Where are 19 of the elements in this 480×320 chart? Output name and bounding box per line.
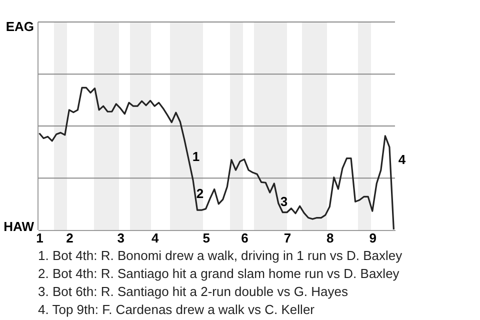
- x-tick-label: 4: [151, 230, 160, 246]
- text: 4: [398, 152, 406, 167]
- x-tick-label: 9: [369, 230, 376, 246]
- x-tick-label: 3: [117, 230, 125, 246]
- annotation: 1: [192, 149, 200, 164]
- text: 1. Bot 4th: R. Bonomi drew a walk, driving in 1 run vs D. Baxley: [38, 248, 403, 263]
- text: EAG: [6, 19, 34, 34]
- annotation: 2: [196, 186, 204, 201]
- x-tick-label: 6: [241, 230, 248, 246]
- x-tick-label: 7: [284, 230, 292, 246]
- text: HAW: [4, 219, 35, 234]
- annotation: 3: [280, 194, 288, 209]
- x-tick-label: 5: [202, 230, 210, 246]
- x-tick-label: 2: [66, 230, 74, 246]
- text: 3. Bot 6th: R. Santiago hit a 2-run double vs G. Hayes: [38, 284, 349, 299]
- x-tick-label: 8: [326, 230, 334, 246]
- x-tick-label: 1: [36, 230, 44, 246]
- text: 2. Bot 4th: R. Santiago hit a grand slam home run vs D. Baxley: [38, 266, 400, 281]
- text: 4. Top 9th: F. Cardenas drew a walk vs C. Keller: [38, 302, 316, 317]
